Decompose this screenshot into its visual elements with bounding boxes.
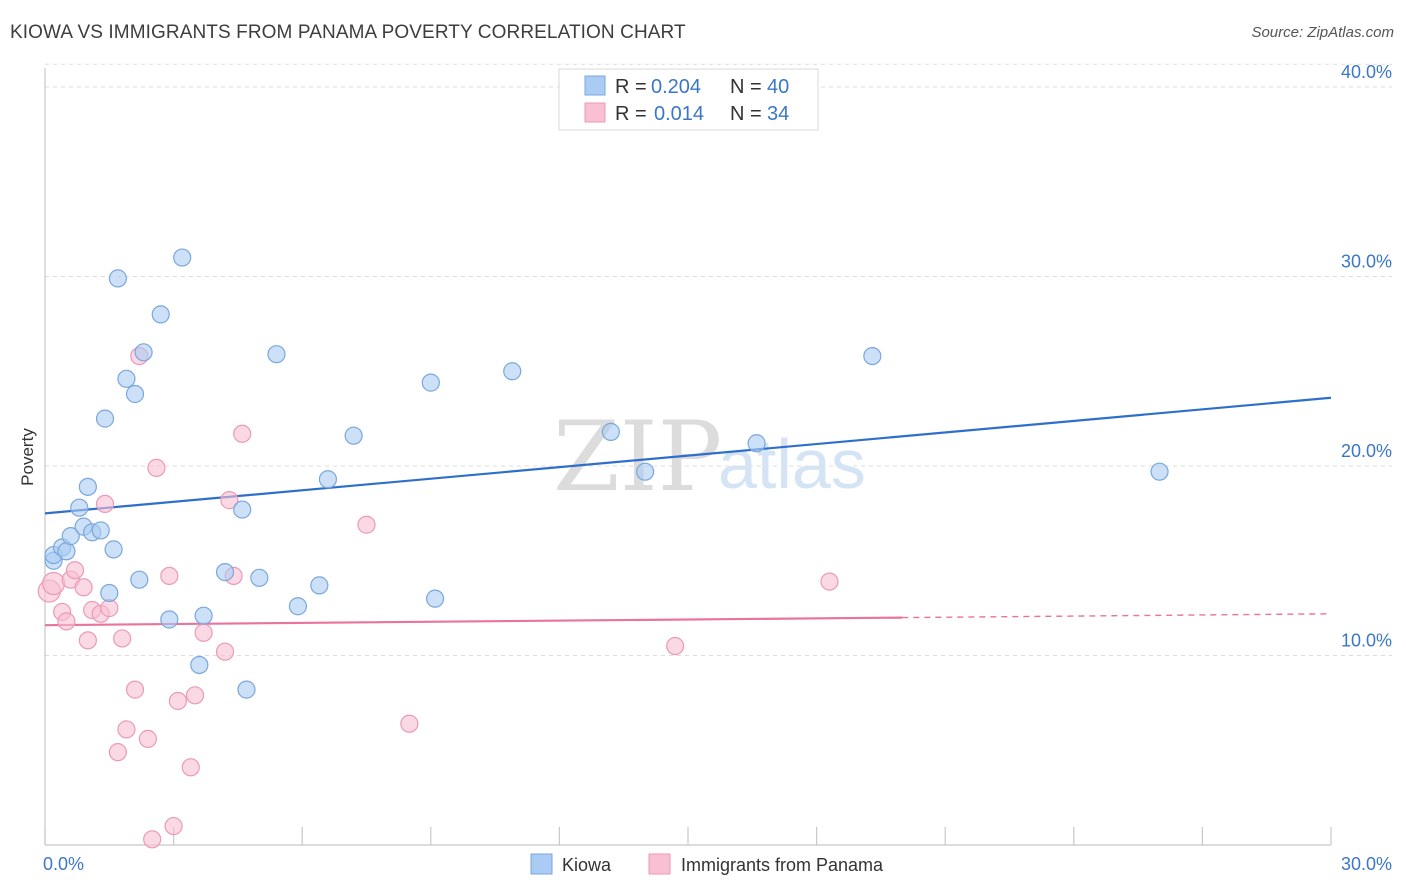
y-tick-label-0: 10.0% — [1341, 631, 1392, 651]
point-panama-24 — [185, 686, 205, 705]
point-kiowa-32 — [421, 373, 440, 392]
point-panama-15 — [125, 680, 145, 699]
gridlines — [44, 63, 1392, 845]
stats-kiowa-r-label: R = — [615, 76, 647, 98]
y-tick-label-3: 40.0% — [1341, 62, 1392, 82]
stats-swatch-panama — [584, 102, 606, 123]
stats-kiowa-n-value: 40 — [767, 76, 789, 98]
point-panama-3 — [57, 612, 76, 631]
point-panama-31 — [400, 714, 419, 733]
point-kiowa-37 — [747, 434, 766, 453]
point-kiowa-14 — [117, 369, 136, 388]
point-kiowa-17 — [134, 343, 153, 362]
point-panama-33 — [820, 572, 839, 591]
point-kiowa-25 — [237, 680, 256, 699]
point-kiowa-3 — [57, 542, 76, 561]
point-kiowa-27 — [267, 345, 286, 364]
point-kiowa-38 — [863, 346, 882, 366]
point-panama-21 — [164, 816, 183, 836]
correlation-stats-box: R = 0.204 N = 40 R = 0.014 N = 34 — [558, 68, 819, 131]
point-kiowa-39 — [1150, 462, 1169, 481]
point-panama-1 — [41, 571, 66, 596]
stats-panama-n-label: N = — [730, 103, 762, 125]
point-kiowa-21 — [190, 655, 209, 675]
point-panama-10 — [95, 494, 115, 513]
point-kiowa-20 — [173, 248, 192, 267]
watermark-zip: ZIP — [553, 401, 722, 513]
point-panama-17 — [138, 729, 157, 748]
point-kiowa-15 — [125, 384, 145, 404]
point-kiowa-36 — [636, 462, 655, 481]
point-kiowa-29 — [310, 576, 329, 595]
point-kiowa-4 — [61, 527, 80, 546]
point-kiowa-10 — [95, 409, 115, 428]
legend-label-kiowa: Kiowa — [562, 855, 612, 875]
point-kiowa-13 — [108, 269, 127, 288]
stats-panama-r-label: R = — [615, 103, 647, 125]
trend-lines — [44, 396, 1332, 627]
point-kiowa-30 — [318, 470, 338, 489]
axes — [44, 68, 1331, 846]
point-panama-7 — [78, 631, 97, 650]
x-tick-label-0: 0.0% — [43, 854, 84, 874]
point-kiowa-18 — [151, 305, 170, 324]
watermark-atlas: atlas — [718, 425, 866, 503]
trend-line-panama — [44, 616, 903, 627]
stats-panama-r-value: 0.014 — [654, 103, 704, 125]
point-kiowa-24 — [233, 500, 252, 519]
point-kiowa-19 — [160, 610, 179, 629]
stats-kiowa-n-label: N = — [730, 76, 762, 98]
trend-line-kiowa — [44, 396, 1332, 515]
point-panama-32 — [666, 636, 685, 656]
y-tick-label-1: 20.0% — [1341, 441, 1392, 461]
point-kiowa-7 — [78, 477, 97, 496]
point-kiowa-34 — [503, 362, 522, 381]
series-legend: Kiowa Immigrants from Panama — [530, 853, 884, 875]
source-credit: Source: ZipAtlas.com — [1251, 24, 1394, 41]
point-panama-20 — [160, 566, 179, 586]
point-kiowa-28 — [288, 597, 308, 616]
point-kiowa-23 — [215, 563, 235, 582]
zipatlas-watermark: ZIP atlas — [553, 401, 866, 513]
x-tick-label-1: 30.0% — [1341, 854, 1392, 874]
point-panama-13 — [113, 629, 132, 648]
point-panama-18 — [143, 830, 162, 849]
point-kiowa-35 — [601, 422, 620, 441]
point-panama-25 — [194, 623, 213, 642]
point-kiowa-16 — [130, 570, 149, 589]
point-panama-26 — [215, 642, 235, 661]
y-tick-label-2: 30.0% — [1341, 252, 1392, 272]
point-kiowa-9 — [91, 521, 110, 540]
point-kiowa-33 — [425, 589, 445, 608]
point-panama-29 — [233, 424, 252, 443]
point-panama-22 — [168, 691, 187, 711]
point-panama-6 — [74, 578, 93, 597]
y-axis-title: Poverty — [18, 428, 37, 486]
point-panama-27 — [220, 491, 239, 510]
point-panama-19 — [147, 458, 166, 477]
point-kiowa-12 — [104, 540, 123, 559]
point-panama-5 — [65, 561, 85, 580]
point-kiowa-11 — [100, 583, 119, 603]
tick-labels: 10.0% 20.0% 30.0% 40.0% 0.0% 30.0% — [43, 62, 1392, 874]
trend-line-panama-extension — [902, 613, 1332, 619]
point-kiowa-31 — [344, 426, 363, 445]
chart-title: KIOWA VS IMMIGRANTS FROM PANAMA POVERTY … — [10, 22, 686, 43]
legend-swatch-panama — [648, 853, 671, 875]
stats-swatch-kiowa — [584, 75, 606, 96]
data-points — [37, 248, 1169, 849]
legend-swatch-kiowa — [530, 853, 553, 875]
stats-panama-n-value: 34 — [767, 103, 789, 125]
point-panama-14 — [117, 720, 136, 739]
point-kiowa-26 — [250, 568, 269, 587]
legend-label-panama: Immigrants from Panama — [681, 855, 884, 875]
point-panama-11 — [100, 599, 119, 618]
point-panama-30 — [357, 515, 376, 534]
stats-kiowa-r-value: 0.204 — [651, 76, 701, 98]
point-panama-12 — [108, 743, 127, 762]
point-panama-23 — [181, 758, 200, 777]
point-kiowa-5 — [70, 498, 89, 517]
point-kiowa-22 — [194, 606, 213, 625]
